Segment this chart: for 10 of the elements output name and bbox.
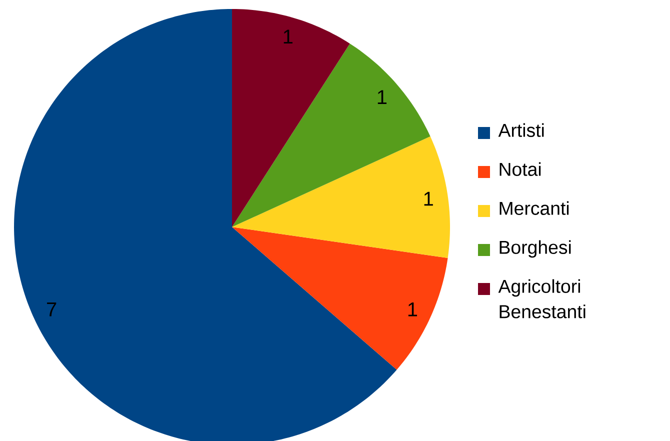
data-label: 1 bbox=[378, 90, 386, 104]
data-label: 1 bbox=[424, 192, 433, 206]
legend-label: Mercanti bbox=[500, 201, 569, 215]
legend-label: Artisti bbox=[498, 123, 544, 137]
legend-label: Notai bbox=[500, 162, 541, 176]
data-label: 1 bbox=[284, 30, 292, 44]
legend-label: Borghesi bbox=[500, 240, 571, 258]
data-label: 1 bbox=[408, 302, 418, 316]
legend-label: Agricoltori Benestanti bbox=[498, 279, 586, 318]
data-label: 7 bbox=[47, 302, 56, 316]
